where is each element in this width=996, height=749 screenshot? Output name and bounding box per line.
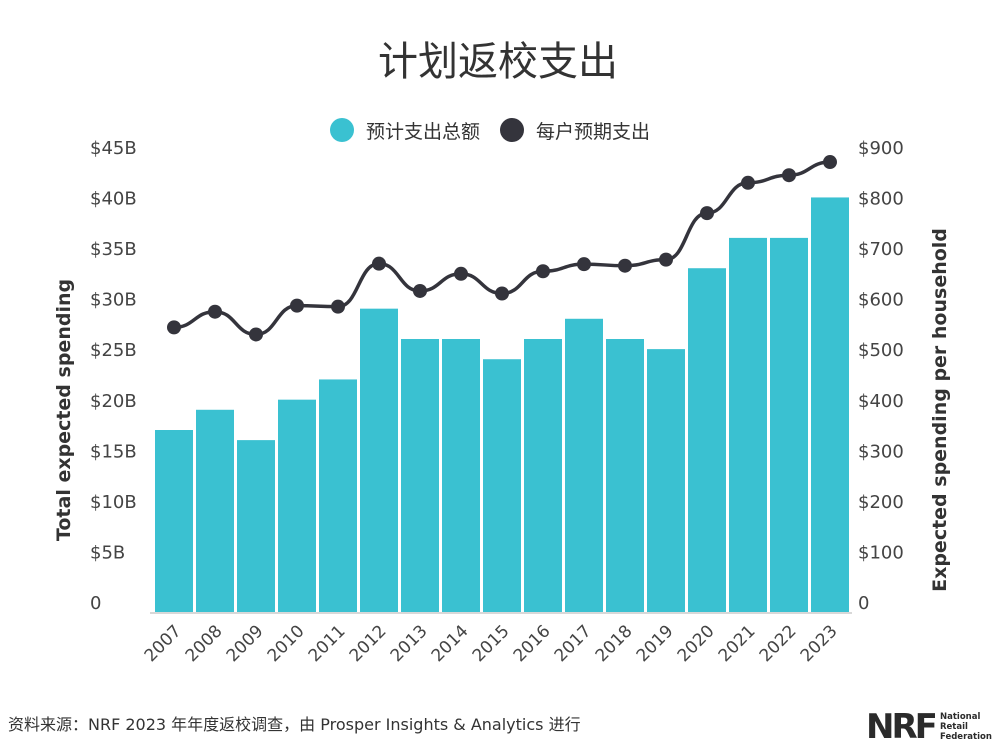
line-point <box>167 320 181 335</box>
x-tick-label: 2010 <box>264 621 309 666</box>
line-point <box>618 258 632 273</box>
bar <box>811 197 849 612</box>
svg-text:Retail: Retail <box>940 722 968 732</box>
legend: 预计支出总额 每户预期支出 <box>330 118 650 143</box>
bar <box>401 339 439 612</box>
bar <box>647 349 685 612</box>
nrf-logo: NRF National Retail Federation <box>866 707 992 747</box>
y2-tick-label: $900 <box>858 138 904 159</box>
y-tick-label: $35B <box>90 239 137 260</box>
y-tick-label: $15B <box>90 441 137 462</box>
y2-tick-label: $200 <box>858 492 904 513</box>
bar <box>483 359 521 612</box>
bar <box>360 308 398 612</box>
footer-source: 资料来源：NRF 2023 年年度返校调查，由 Prosper Insights… <box>8 715 581 734</box>
y2-tick-label: $500 <box>858 340 904 361</box>
line-point <box>741 175 755 190</box>
bar <box>196 409 234 612</box>
line-point <box>372 256 386 271</box>
y2-tick-label: $800 <box>858 189 904 210</box>
y2-tick-label: $100 <box>858 542 904 563</box>
y2-tick-label: $300 <box>858 441 904 462</box>
line-point <box>413 283 427 298</box>
x-tick-label: 2011 <box>305 621 350 666</box>
bar <box>688 268 726 612</box>
svg-text:NRF: NRF <box>866 707 936 745</box>
x-tick-label: 2023 <box>797 621 842 666</box>
line-point <box>536 264 550 279</box>
bar <box>770 237 808 612</box>
bar <box>565 318 603 612</box>
y-tick-label: $40B <box>90 189 137 210</box>
x-tick-label: 2017 <box>551 621 596 666</box>
y-tick-label: $10B <box>90 492 137 513</box>
x-tick-label: 2021 <box>715 621 760 666</box>
line-point <box>290 298 304 313</box>
x-tick-label: 2018 <box>592 621 637 666</box>
line-point <box>249 327 263 342</box>
y2-tick-label: $700 <box>858 239 904 260</box>
bar <box>442 339 480 612</box>
x-tick-label: 2008 <box>182 621 227 666</box>
line-point <box>659 252 673 267</box>
bar <box>155 430 193 612</box>
x-tick-label: 2019 <box>633 621 678 666</box>
svg-text:Federation: Federation <box>940 732 992 742</box>
legend-marker-line <box>500 118 524 142</box>
bar <box>524 339 562 612</box>
bar <box>319 379 357 612</box>
y-tick-label: 0 <box>90 593 101 614</box>
y-tick-label: $45B <box>90 138 137 159</box>
line-point <box>495 286 509 301</box>
line-point <box>700 206 714 221</box>
x-tick-label: 2009 <box>223 621 268 666</box>
x-tick-label: 2007 <box>141 621 186 666</box>
legend-marker-bars <box>330 118 354 142</box>
x-tick-label: 2022 <box>756 621 801 666</box>
line-point <box>577 257 591 272</box>
x-tick-label: 2016 <box>510 621 555 666</box>
y-tick-label: $20B <box>90 391 137 412</box>
x-tick-label: 2012 <box>346 621 391 666</box>
line-point <box>454 266 468 281</box>
bar <box>278 399 316 612</box>
y-axis-label: Total expected spending <box>53 279 75 541</box>
legend-label-bars: 预计支出总额 <box>366 121 480 143</box>
x-tick-label: 2020 <box>674 621 719 666</box>
legend-label-line: 每户预期支出 <box>536 121 650 143</box>
line-point <box>331 299 345 314</box>
x-tick-label: 2015 <box>469 621 514 666</box>
x-tick-label: 2013 <box>387 621 432 666</box>
y2-tick-label: $400 <box>858 391 904 412</box>
y2-tick-label: $600 <box>858 290 904 311</box>
line-point <box>823 155 837 170</box>
svg-text:National: National <box>940 712 980 722</box>
bar <box>729 237 767 612</box>
y2-tick-label: 0 <box>858 593 869 614</box>
x-tick-label: 2014 <box>428 621 473 666</box>
y-tick-label: $5B <box>90 542 125 563</box>
chart-title: 计划返校支出 <box>378 39 618 85</box>
y2-axis-label: Expected spending per household <box>929 228 951 592</box>
bar <box>606 339 644 612</box>
y-tick-label: $30B <box>90 290 137 311</box>
line-point <box>208 304 222 319</box>
line-point <box>782 168 796 183</box>
bar <box>237 440 275 612</box>
y-tick-label: $25B <box>90 340 137 361</box>
